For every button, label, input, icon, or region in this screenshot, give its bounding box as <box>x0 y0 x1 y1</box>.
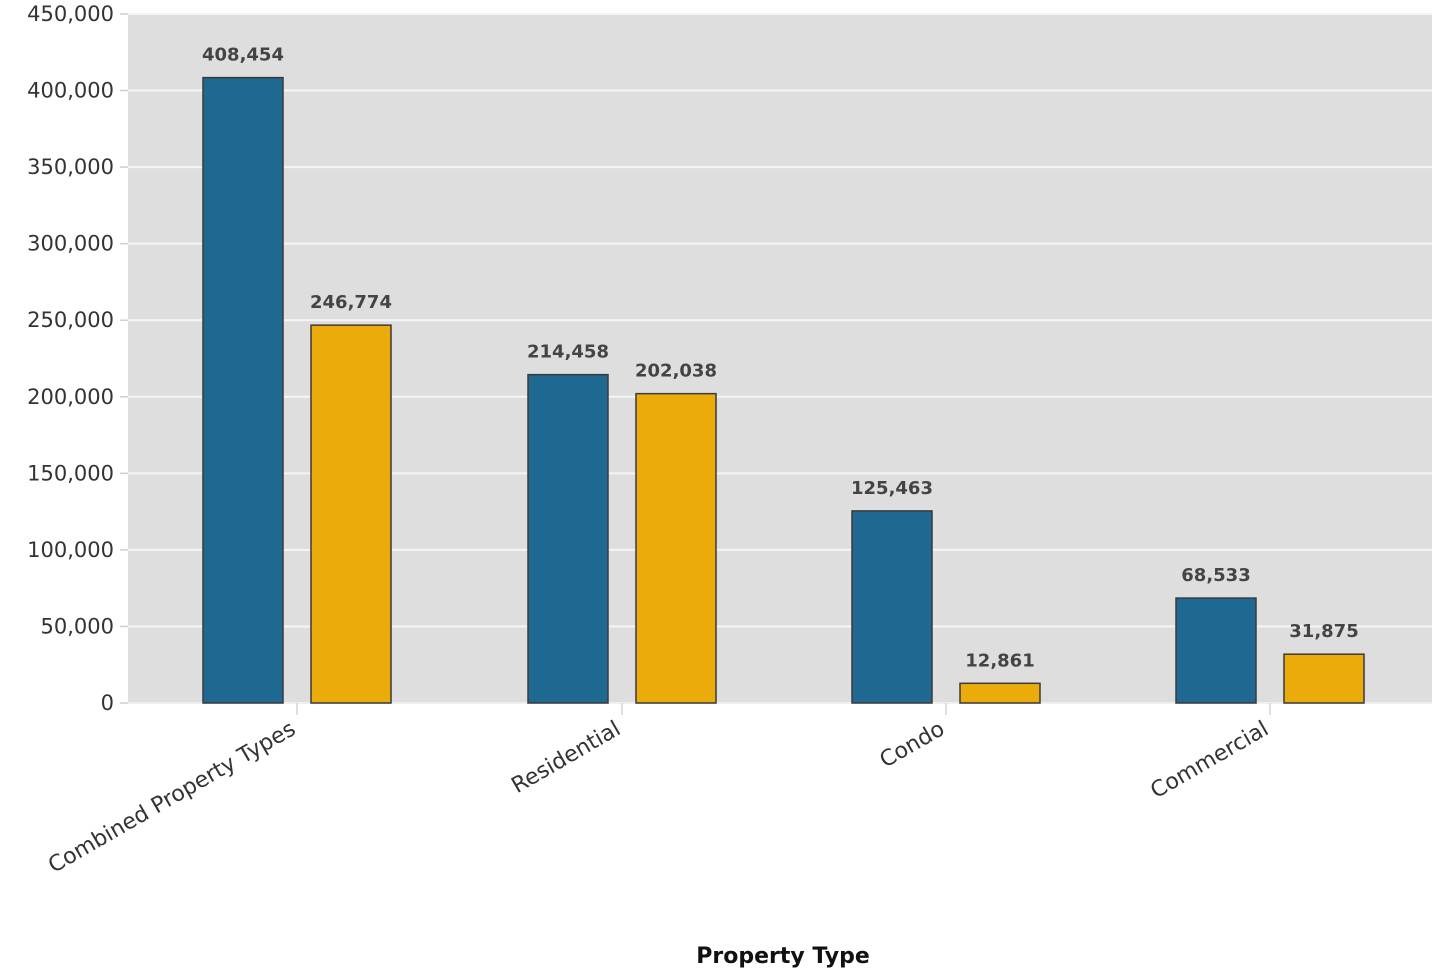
y-tick-label: 350,000 <box>27 155 114 179</box>
bar-gold-3 <box>959 682 1041 704</box>
y-tick-label: 50,000 <box>41 614 114 638</box>
y-axis-ticks: 0 50,000 100,000 150,000 200,000 250,000 300,0… <box>27 2 128 715</box>
data-labels: 408,454 246,774 214,458 202,038 125,463 12,86… <box>202 45 1359 672</box>
data-label: 31,875 <box>1289 621 1358 642</box>
data-label: 68,533 <box>1181 565 1250 586</box>
data-label: 246,774 <box>310 292 392 313</box>
x-axis-ticks: Combined Property Types Residential Condo C… <box>44 703 1273 879</box>
category-label: Condo <box>876 717 949 774</box>
data-label: 202,038 <box>635 361 717 382</box>
y-tick-label: 400,000 <box>27 79 114 103</box>
bar-gold-4 <box>1283 653 1365 704</box>
bar-gold-2 <box>635 392 717 704</box>
category-label: Residential <box>508 717 625 799</box>
y-tick-label: 150,000 <box>27 461 114 485</box>
data-label: 214,458 <box>527 342 609 363</box>
y-tick-label: 250,000 <box>27 308 114 332</box>
category-label: Combined Property Types <box>44 717 300 879</box>
category-label: Commercial <box>1147 717 1273 804</box>
bars <box>202 76 1365 704</box>
y-tick-label: 450,000 <box>27 2 114 26</box>
bar-blue-3 <box>851 510 933 704</box>
bar-blue-2 <box>527 373 609 704</box>
bar-blue-1 <box>202 76 284 704</box>
data-label: 12,861 <box>965 650 1034 671</box>
bar-blue-4 <box>1175 597 1257 704</box>
y-tick-label: 300,000 <box>27 232 114 256</box>
bar-gold-1 <box>310 324 392 704</box>
y-tick-label: 0 <box>101 691 114 715</box>
data-label: 408,454 <box>202 45 284 66</box>
data-label: 125,463 <box>851 478 933 499</box>
y-tick-label: 100,000 <box>27 538 114 562</box>
y-tick-label: 200,000 <box>27 385 114 409</box>
x-axis-title: Property Type <box>696 944 870 969</box>
